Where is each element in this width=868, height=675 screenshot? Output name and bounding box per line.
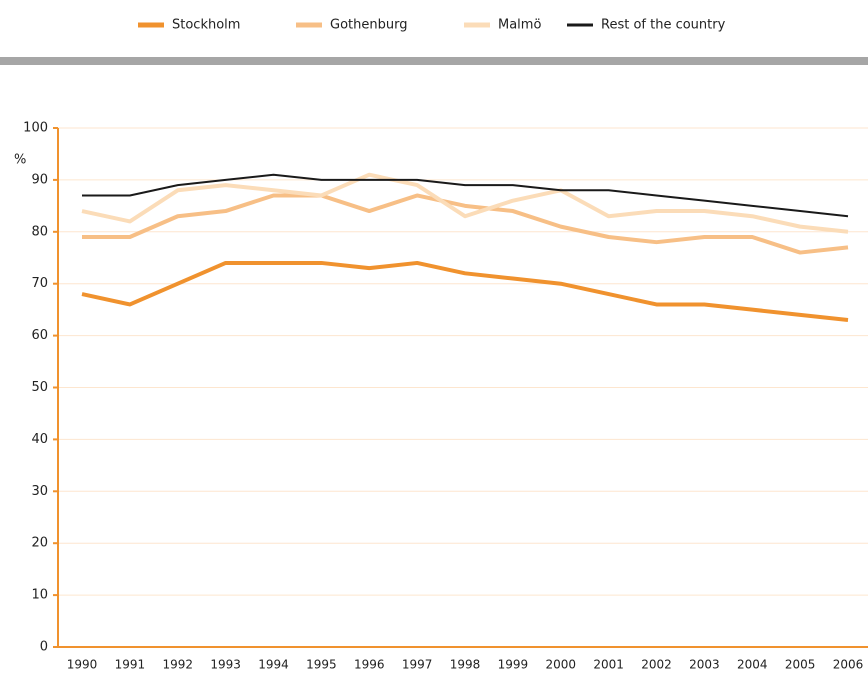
line-series — [81, 172, 849, 234]
x-tick-label: 2004 — [737, 658, 768, 672]
x-tick-label: 2001 — [593, 658, 624, 672]
x-tick-label: 2002 — [641, 658, 672, 672]
y-tick-label: 60 — [31, 328, 48, 343]
x-tick-label: 2000 — [545, 658, 576, 672]
line-series — [82, 193, 849, 255]
legend-label: Stockholm — [172, 18, 240, 33]
header-bar — [0, 57, 868, 65]
x-tick-label: 1991 — [115, 658, 146, 672]
x-tick-label: 1990 — [67, 658, 98, 672]
y-tick-label: 80 — [31, 224, 48, 239]
x-tick-label: 1992 — [162, 658, 193, 672]
y-tick-label: 90 — [31, 172, 48, 187]
legend-label: Rest of the country — [601, 18, 726, 33]
x-tick-label: 1995 — [306, 658, 337, 672]
legend-label: Gothenburg — [330, 18, 407, 33]
y-tick-label: 40 — [31, 432, 48, 447]
x-tick-label: 1998 — [450, 658, 481, 672]
y-tick-label: 10 — [31, 588, 48, 603]
y-tick-label: 70 — [31, 276, 48, 291]
y-axis-label: % — [14, 153, 26, 168]
x-tick-label: 1996 — [354, 658, 385, 672]
y-tick-label: 50 — [31, 380, 48, 395]
y-tick-label: 0 — [40, 640, 48, 655]
x-tick-label: 1994 — [258, 658, 289, 672]
line-series — [82, 173, 849, 218]
x-tick-label: 1997 — [402, 658, 433, 672]
line-series — [81, 260, 849, 323]
x-tick-label: 2003 — [689, 658, 720, 672]
x-tick-label: 1993 — [210, 658, 241, 672]
legend-label: Malmö — [498, 18, 541, 33]
x-tick-label: 1999 — [498, 658, 529, 672]
y-tick-label: 100 — [23, 121, 48, 136]
x-tick-label: 2005 — [785, 658, 816, 672]
y-tick-label: 30 — [31, 484, 48, 499]
y-tick-label: 20 — [31, 536, 48, 551]
x-tick-label: 2006 — [833, 658, 864, 672]
